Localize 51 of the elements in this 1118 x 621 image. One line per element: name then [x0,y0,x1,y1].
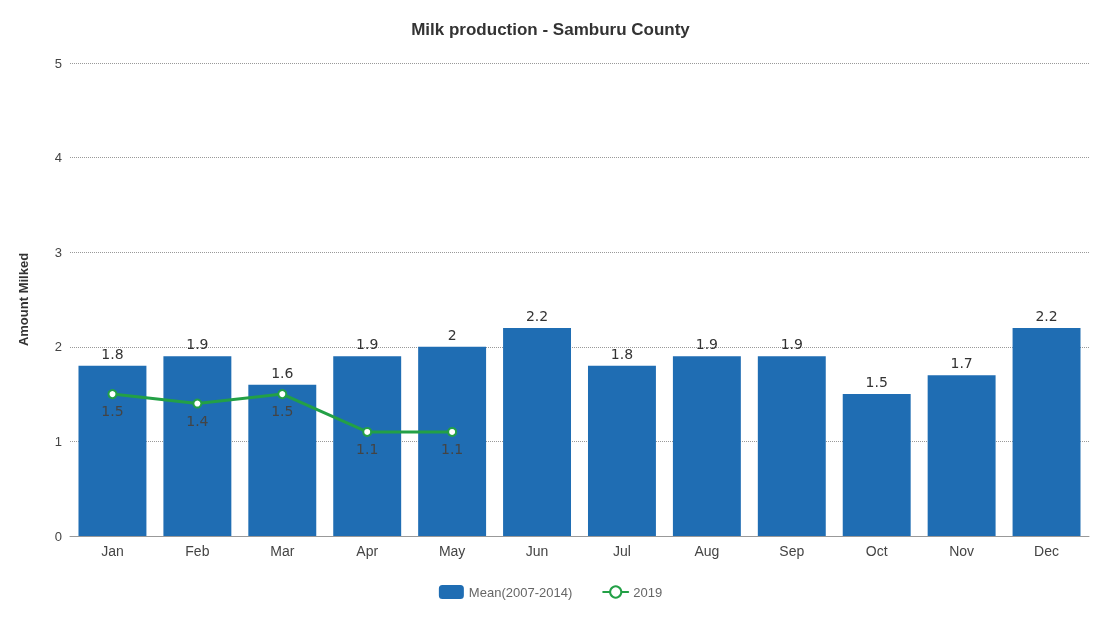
data-label: 1.5 [865,374,888,391]
bar [1012,327,1081,536]
bar [842,394,911,536]
data-label: 2 [447,326,457,343]
data-label: 1.1 [356,440,379,457]
data-label: 1.9 [780,336,803,353]
data-label: 1.5 [101,403,124,420]
bar [163,356,232,536]
data-label: 1.5 [271,403,294,420]
y-axis-title: Amount Milked [16,252,31,347]
x-tick-label: May [438,543,466,559]
bar [503,327,572,536]
legend-label: Mean(2007-2014) [468,584,573,600]
data-label: 1.8 [610,345,634,362]
data-label: 2.2 [1035,307,1058,324]
x-tick-label: Jun [525,543,549,559]
data-label: 1.1 [440,440,464,457]
y-tick-label: 5 [54,55,62,71]
bar [78,365,147,536]
chart-title: Milk production - Samburu County [411,20,691,39]
y-tick-label: 2 [54,339,62,355]
bar [418,346,487,536]
bar [672,356,741,536]
bar [333,356,402,536]
x-tick-label: Dec [1034,543,1059,559]
data-label: 1.9 [695,336,719,353]
data-label: 1.6 [271,364,294,381]
data-label: 1.9 [186,336,209,353]
x-tick-label: Jul [613,543,631,559]
y-tick-label: 4 [54,150,62,166]
bar [757,356,826,536]
x-tick-label: Apr [356,543,379,559]
bar [587,365,656,536]
data-label: 2.2 [525,307,549,324]
data-label: 1.4 [186,412,209,429]
x-tick-label: Feb [185,543,210,559]
x-tick-label: Mar [270,543,295,559]
data-label: 1.8 [101,345,124,362]
legend-label: 2019 [633,584,663,600]
x-tick-label: Nov [949,543,975,559]
data-label: 1.7 [950,355,973,372]
y-tick-label: 3 [54,244,62,260]
data-label: 1.9 [356,336,379,353]
y-tick-label: 1 [54,433,62,449]
x-tick-label: Sep [779,543,805,559]
bar [927,375,996,536]
y-tick-label: 0 [54,528,62,544]
x-tick-label: Jan [101,543,124,559]
x-tick-label: Oct [865,543,888,559]
x-tick-label: Aug [694,543,720,559]
bar [248,384,317,536]
